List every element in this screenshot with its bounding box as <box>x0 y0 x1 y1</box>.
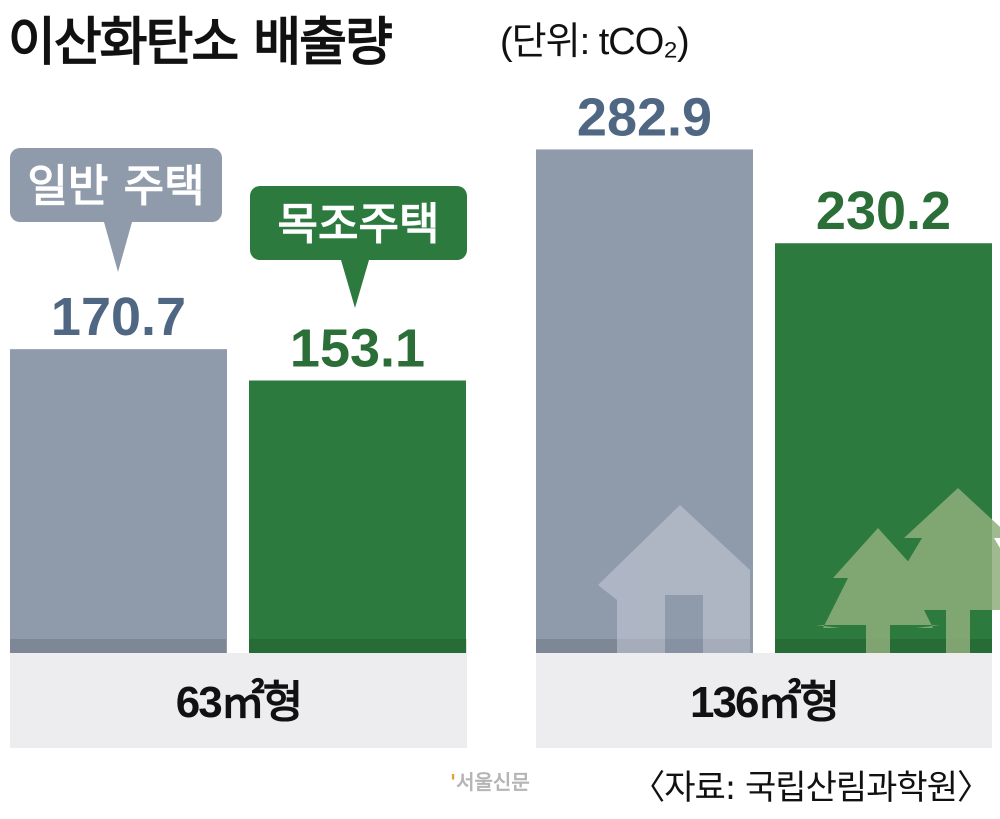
publisher-logo: '서울신문 <box>450 770 530 794</box>
bar-base-shadow <box>10 639 226 653</box>
category-band <box>10 653 467 748</box>
house-shape <box>598 505 750 653</box>
bar-base-shadow <box>249 639 467 653</box>
house-icon <box>598 505 750 653</box>
house-door <box>665 595 703 653</box>
data-label: 282.9 <box>577 87 712 147</box>
callout-box <box>10 148 222 222</box>
legend-label: 목조주택 <box>278 199 440 250</box>
data-label: 153.1 <box>290 318 425 378</box>
chart-title: 이산화탄소 배출량 <box>8 13 393 73</box>
data-label: 230.2 <box>816 181 951 241</box>
bar-general <box>10 349 227 653</box>
trees-icon <box>816 488 1000 653</box>
legend-callout: 목조주택 <box>250 186 467 308</box>
bar-wood <box>249 380 466 653</box>
unit-label: (단위: tCO₂) <box>500 21 690 63</box>
data-label: 170.7 <box>51 287 186 347</box>
category-band <box>536 653 992 748</box>
legend-label: 일반 주택 <box>27 161 204 212</box>
source-note: 〈자료: 국립산림과학원〉 <box>631 768 991 808</box>
category-label: 136㎡형 <box>690 677 838 727</box>
category-label: 63㎡형 <box>176 677 301 727</box>
callout-pointer <box>341 260 369 308</box>
callout-pointer <box>104 222 132 272</box>
callout-box <box>250 186 467 260</box>
tree-shape <box>883 488 1000 653</box>
legend-callout: 일반 주택 <box>10 148 222 272</box>
tree-shape <box>816 528 940 653</box>
